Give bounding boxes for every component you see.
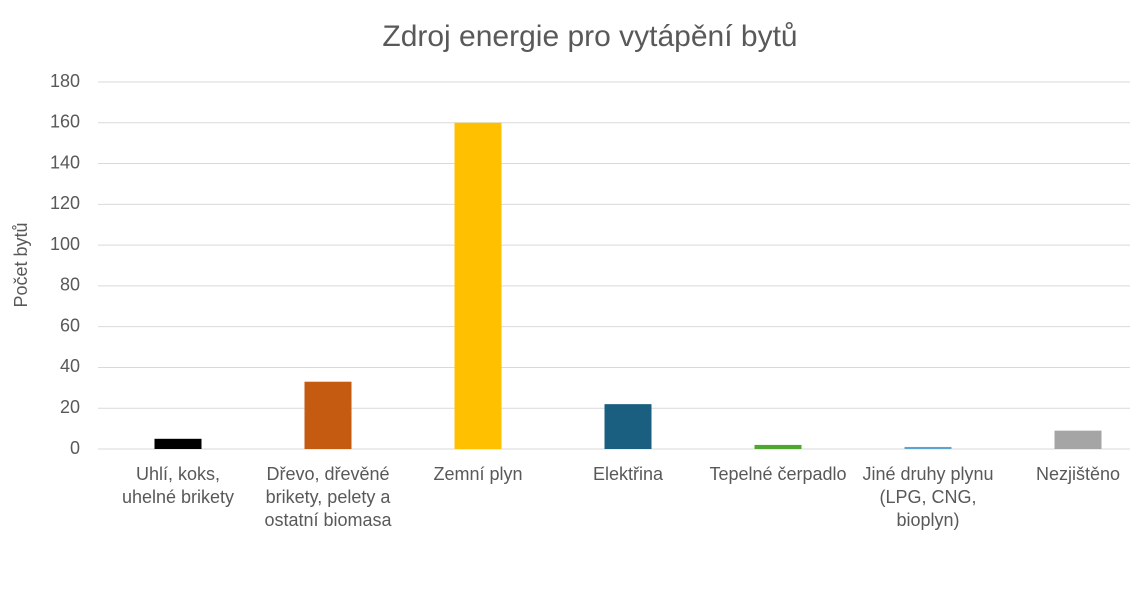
x-tick-label: Uhlí, koks, uhelné brikety	[121, 464, 235, 507]
y-tick-label: 180	[50, 71, 80, 91]
y-tick-label: 40	[60, 356, 80, 376]
bar	[454, 122, 502, 450]
bar	[754, 444, 802, 449]
bar	[304, 381, 352, 449]
y-tick-label: 60	[60, 315, 80, 335]
chart-title: Zdroj energie pro vytápění bytů	[382, 20, 797, 53]
x-tick-label: Tepelné čerpadlo	[709, 464, 847, 484]
y-tick-label: 80	[60, 275, 80, 295]
y-tick-label: 120	[50, 193, 80, 213]
bar	[154, 438, 202, 449]
x-tick-label: Dřevo, dřevěné brikety, pelety a ostatní…	[264, 464, 392, 530]
x-tick-label: Zemní plyn	[433, 464, 523, 484]
bar	[904, 446, 952, 449]
x-tick-label: Nezjištěno	[1035, 464, 1121, 484]
y-tick-label: 0	[70, 438, 80, 458]
y-tick-label: 100	[50, 234, 80, 254]
y-tick-label: 160	[50, 112, 80, 132]
x-tick-label: Elektřina	[592, 464, 664, 484]
bar	[604, 404, 652, 449]
y-tick-label: 20	[60, 397, 80, 417]
bar	[1054, 430, 1102, 449]
x-tick-label: Jiné druhy plynu (LPG, CNG, bioplyn)	[862, 464, 994, 530]
y-tick-label: 140	[50, 152, 80, 172]
y-axis-label: Počet bytů	[11, 222, 31, 307]
